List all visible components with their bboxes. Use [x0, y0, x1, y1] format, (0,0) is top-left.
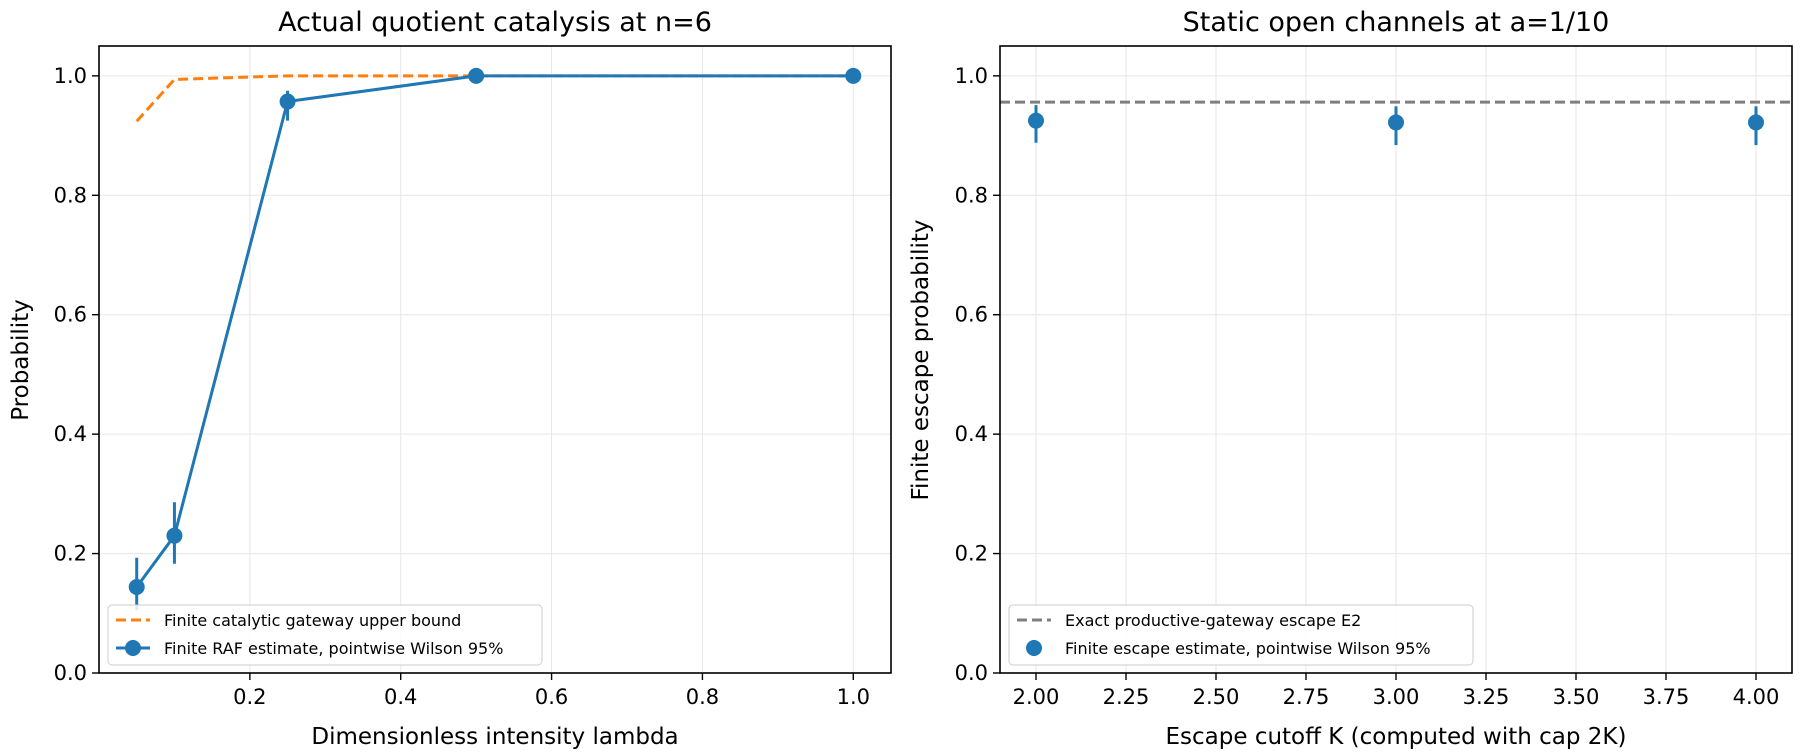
right-x-tick-label: 2.00	[1013, 685, 1060, 709]
right-legend-label-estimate: Finite escape estimate, pointwise Wilson…	[1065, 639, 1431, 658]
right-x-axis-label: Escape cutoff K (computed with cap 2K)	[1166, 724, 1627, 750]
left-y-tick-label: 0.6	[54, 303, 87, 327]
right-data-point	[1028, 112, 1044, 129]
left-y-tick-label: 0.2	[54, 542, 87, 566]
left-x-tick-label: 0.4	[384, 685, 417, 709]
left-legend-box	[107, 604, 543, 666]
right-chart: Static open channels at a=1/10 2.00 2.25 2…	[908, 7, 1793, 750]
left-legend-label-raf: Finite RAF estimate, pointwise Wilson 95…	[164, 639, 503, 658]
left-gridlines	[99, 46, 891, 674]
right-legend-swatch-blue-marker	[1026, 640, 1042, 656]
left-chart: Actual quotient catalysis at n=6 0.2 0.4 0…	[8, 7, 892, 750]
left-y-tick-label: 0.8	[54, 183, 87, 207]
left-chart-title: Actual quotient catalysis at n=6	[278, 7, 712, 38]
right-y-tick-label: 0.8	[955, 183, 988, 207]
right-legend-box	[1008, 604, 1474, 666]
right-y-axis-label: Finite escape probability	[908, 219, 934, 500]
left-x-axis-label: Dimensionless intensity lambda	[311, 724, 678, 750]
right-chart-title: Static open channels at a=1/10	[1183, 7, 1610, 38]
left-plot-area	[128, 67, 862, 611]
right-x-tick-label: 3.25	[1463, 685, 1510, 709]
left-x-tick-label: 0.6	[535, 685, 568, 709]
right-y-tick-label: 1.0	[955, 64, 988, 88]
right-data-point	[1748, 114, 1764, 131]
left-series-upper-bound-line	[135, 74, 854, 123]
right-x-tick-label: 4.00	[1733, 685, 1780, 709]
left-data-point	[845, 67, 862, 84]
left-axes-frame	[98, 45, 892, 674]
left-data-point	[468, 67, 485, 84]
left-x-tick-label: 0.8	[686, 685, 719, 709]
left-y-tick-label: 0.0	[54, 661, 87, 685]
right-plot-area	[1000, 100, 1792, 146]
right-x-tick-label: 3.50	[1553, 685, 1600, 709]
right-ticks: 2.00 2.25 2.50 2.75 3.00 3.25 3.50 3.75 4.00 0.0 0…	[955, 64, 1780, 709]
right-y-tick-label: 0.0	[955, 661, 988, 685]
right-y-tick-label: 0.2	[955, 542, 988, 566]
left-y-tick-label: 0.4	[54, 422, 87, 446]
right-x-tick-label: 3.00	[1373, 685, 1420, 709]
left-legend-label-bound: Finite catalytic gateway upper bound	[164, 611, 461, 630]
right-x-tick-label: 3.75	[1643, 685, 1690, 709]
right-y-tick-label: 0.6	[955, 303, 988, 327]
left-data-point	[279, 93, 296, 110]
left-legend: Finite catalytic gateway upper bound Fin…	[107, 604, 543, 666]
left-x-tick-label: 1.0	[837, 685, 870, 709]
left-y-tick-label: 1.0	[54, 64, 87, 88]
right-gridlines	[1000, 46, 1792, 674]
right-x-tick-label: 2.25	[1103, 685, 1150, 709]
right-legend-label-exact: Exact productive-gateway escape E2	[1065, 611, 1361, 630]
left-x-tick-label: 0.2	[233, 685, 266, 709]
left-ticks: 0.2 0.4 0.6 0.8 1.0 0.0 0.2 0.4 0.6 0.8 1.0	[54, 64, 870, 709]
right-x-tick-label: 2.75	[1283, 685, 1330, 709]
left-series-estimate-line	[135, 74, 854, 588]
right-x-tick-label: 2.50	[1193, 685, 1240, 709]
right-legend: Exact productive-gateway escape E2 Finit…	[1008, 604, 1474, 666]
right-data-point	[1388, 114, 1404, 131]
right-y-tick-label: 0.4	[955, 422, 988, 446]
left-data-point	[166, 527, 183, 544]
left-y-axis-label: Probability	[8, 299, 34, 421]
left-data-point	[128, 579, 145, 596]
left-legend-swatch-blue-marker	[125, 640, 141, 656]
